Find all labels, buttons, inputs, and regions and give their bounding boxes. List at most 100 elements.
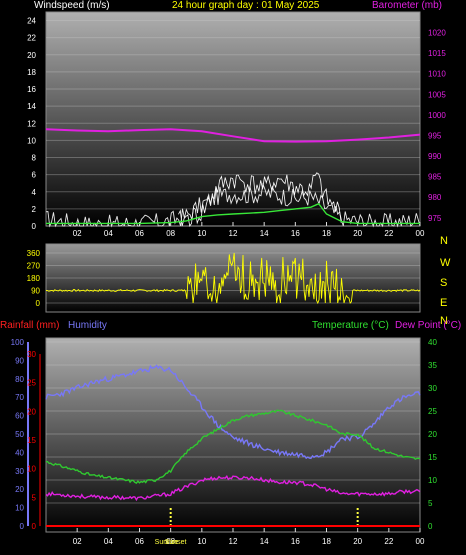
temperature-tick-label: 35: [428, 361, 437, 370]
humidity-label: Humidity: [68, 320, 107, 331]
y-left-tick-label: 24: [27, 17, 36, 26]
rainfall-tick-label: 25: [27, 379, 36, 388]
y-left-tick-label: 12: [27, 119, 36, 128]
dewpoint-line: [45, 475, 421, 502]
x-tick-label: 20: [353, 537, 362, 546]
humidity-tick-label: 40: [15, 448, 24, 457]
x-tick-label: 22: [384, 537, 393, 546]
x-tick-label: 04: [104, 537, 113, 546]
x-tick-label: 02: [73, 229, 82, 238]
y-left-tick-label: 20: [27, 51, 36, 60]
x-tick-label: 00: [416, 537, 425, 546]
x-tick-label: 14: [260, 537, 269, 546]
y-left-tick-label: 6: [32, 171, 37, 180]
y-right-tick-label: 1015: [428, 49, 446, 58]
temperature-tick-label: 10: [428, 476, 437, 485]
x-tick-label: 06: [135, 229, 144, 238]
x-tick-label: 12: [229, 537, 238, 546]
x-tick-label: 08: [166, 229, 175, 238]
x-tick-label: 22: [384, 229, 393, 238]
y-right-tick-label: 1000: [428, 111, 446, 120]
average-wind-line: [46, 202, 420, 225]
windspeed-line: [45, 182, 421, 228]
y-left-tick-label: 18: [27, 68, 36, 77]
rainfall-tick-label: 15: [27, 436, 36, 445]
y-right-tick-label: 1005: [428, 90, 446, 99]
x-tick-label: 16: [291, 537, 300, 546]
x-tick-label: 16: [291, 229, 300, 238]
y-left-tick-label: 0: [32, 222, 37, 231]
x-tick-label: 06: [135, 537, 144, 546]
gust-line: [178, 172, 342, 228]
y-left-tick-label: 2: [32, 205, 37, 214]
direction-tick-label: 270: [27, 262, 41, 271]
temperature-tick-label: 20: [428, 430, 437, 439]
direction-line: [45, 252, 421, 305]
y-right-tick-label: 975: [428, 214, 442, 223]
temperature-line: [46, 409, 421, 484]
rainfall-label: Rainfall (mm): [0, 320, 60, 331]
temperature-tick-label: 15: [428, 453, 437, 462]
rainfall-tick-label: 0: [32, 522, 37, 531]
rainfall-tick-label: 20: [27, 407, 36, 416]
compass-label: N: [440, 315, 448, 327]
humidity-tick-label: 100: [11, 338, 25, 347]
rainfall-tick-label: 5: [32, 493, 37, 502]
y-right-tick-label: 1010: [428, 70, 446, 79]
compass-label: N: [440, 235, 448, 247]
temperature-tick-label: 30: [428, 384, 437, 393]
humidity-tick-label: 70: [15, 393, 24, 402]
y-right-tick-label: 990: [428, 152, 442, 161]
y-left-tick-label: 14: [27, 102, 36, 111]
barometer-line: [45, 128, 421, 143]
compass-label: E: [440, 297, 447, 309]
x-tick-label: 08: [166, 537, 175, 546]
sunrise-label: Sunrise: [155, 539, 179, 546]
temperature-tick-label: 25: [428, 407, 437, 416]
humidity-tick-label: 0: [20, 522, 25, 531]
compass-label: S: [440, 277, 447, 289]
x-tick-label: 00: [416, 229, 425, 238]
x-tick-label: 02: [73, 537, 82, 546]
humidity-tick-label: 30: [15, 467, 24, 476]
y-right-tick-label: 1020: [428, 29, 446, 38]
plot-area: [45, 11, 421, 227]
x-tick-label: 12: [229, 229, 238, 238]
y-left-tick-label: 16: [27, 85, 36, 94]
y-left-tick-label: 8: [32, 154, 37, 163]
humidity-tick-label: 50: [15, 430, 24, 439]
temperature-tick-label: 40: [428, 338, 437, 347]
temperature-humidity-chart: 0102030405060708090100051015202530051015…: [11, 337, 437, 546]
x-tick-label: 14: [260, 229, 269, 238]
direction-tick-label: 0: [36, 299, 41, 308]
compass-label: W: [440, 257, 451, 269]
rainfall-tick-label: 10: [27, 465, 36, 474]
temperature-tick-label: 0: [428, 522, 433, 531]
plot-area: [45, 243, 421, 313]
humidity-tick-label: 10: [15, 504, 24, 513]
y-right-tick-label: 995: [428, 131, 442, 140]
y-left-tick-label: 4: [32, 188, 37, 197]
humidity-tick-label: 80: [15, 375, 24, 384]
temperature-label: Temperature (°C): [312, 320, 389, 331]
y-right-tick-label: 985: [428, 173, 442, 182]
x-tick-label: 04: [104, 229, 113, 238]
humidity-tick-label: 20: [15, 485, 24, 494]
temperature-tick-label: 5: [428, 499, 433, 508]
x-tick-label: 18: [322, 537, 331, 546]
x-tick-label: 10: [197, 537, 206, 546]
dewpoint-label: Dew Point (°C): [395, 320, 462, 331]
x-tick-label: 10: [197, 229, 206, 238]
direction-tick-label: 180: [27, 274, 41, 283]
humidity-tick-label: 90: [15, 356, 24, 365]
sunset-label: Sunset: [165, 539, 187, 546]
humidity-tick-label: 60: [15, 412, 24, 421]
rainfall-tick-label: 30: [27, 350, 36, 359]
barometer-label: Barometer (mb): [372, 0, 443, 11]
direction-tick-label: 360: [27, 249, 41, 258]
x-tick-label: 18: [322, 229, 331, 238]
y-left-tick-label: 10: [27, 136, 36, 145]
direction-tick-label: 90: [31, 287, 40, 296]
